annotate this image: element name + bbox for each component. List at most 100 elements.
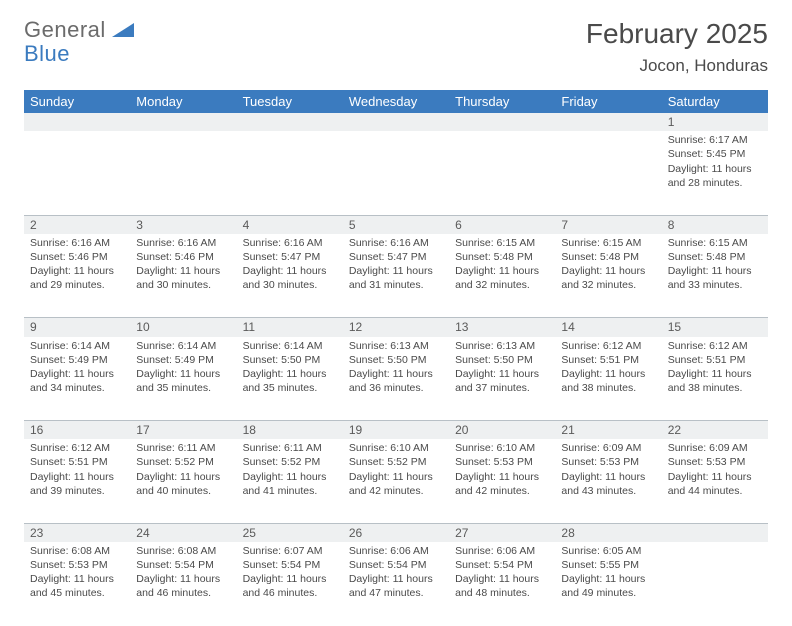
daylight-text: Daylight: 11 hours and 49 minutes.: [561, 572, 655, 600]
day-detail-row: Sunrise: 6:17 AM Sunset: 5:45 PM Dayligh…: [24, 131, 768, 215]
sunrise-text: Sunrise: 6:14 AM: [30, 339, 124, 353]
day-cell-empty: [343, 131, 449, 215]
daynum-row: 23 24 25 26 27 28: [24, 523, 768, 542]
sunset-text: Sunset: 5:55 PM: [561, 558, 655, 572]
day-number: [662, 523, 768, 542]
day-cell: Sunrise: 6:06 AMSunset: 5:54 PMDaylight:…: [449, 542, 555, 626]
daylight-text: Daylight: 11 hours and 40 minutes.: [136, 470, 230, 498]
sunset-text: Sunset: 5:52 PM: [349, 455, 443, 469]
day-cell: Sunrise: 6:09 AMSunset: 5:53 PMDaylight:…: [662, 439, 768, 523]
sunrise-text: Sunrise: 6:11 AM: [136, 441, 230, 455]
logo: General Blue: [24, 18, 134, 66]
day-cell: Sunrise: 6:16 AMSunset: 5:47 PMDaylight:…: [237, 234, 343, 318]
day-number: 12: [343, 318, 449, 337]
sunrise-text: Sunrise: 6:09 AM: [668, 441, 762, 455]
day-cell: Sunrise: 6:06 AMSunset: 5:54 PMDaylight:…: [343, 542, 449, 626]
daylight-text: Daylight: 11 hours and 43 minutes.: [561, 470, 655, 498]
sunrise-text: Sunrise: 6:06 AM: [349, 544, 443, 558]
day-cell: Sunrise: 6:08 AMSunset: 5:54 PMDaylight:…: [130, 542, 236, 626]
daylight-text: Daylight: 11 hours and 29 minutes.: [30, 264, 124, 292]
day-cell-empty: [237, 131, 343, 215]
sunset-text: Sunset: 5:52 PM: [136, 455, 230, 469]
day-number: 3: [130, 215, 236, 234]
daylight-text: Daylight: 11 hours and 34 minutes.: [30, 367, 124, 395]
sunrise-text: Sunrise: 6:06 AM: [455, 544, 549, 558]
logo-word-1: General: [24, 17, 106, 42]
sunrise-text: Sunrise: 6:14 AM: [243, 339, 337, 353]
day-cell: Sunrise: 6:08 AMSunset: 5:53 PMDaylight:…: [24, 542, 130, 626]
daylight-text: Daylight: 11 hours and 46 minutes.: [136, 572, 230, 600]
sunrise-text: Sunrise: 6:10 AM: [349, 441, 443, 455]
sunset-text: Sunset: 5:53 PM: [561, 455, 655, 469]
sunset-text: Sunset: 5:50 PM: [243, 353, 337, 367]
day-number: [24, 113, 130, 131]
daylight-text: Daylight: 11 hours and 28 minutes.: [668, 162, 762, 190]
sunset-text: Sunset: 5:51 PM: [561, 353, 655, 367]
daylight-text: Daylight: 11 hours and 32 minutes.: [561, 264, 655, 292]
sunset-text: Sunset: 5:54 PM: [136, 558, 230, 572]
weekday-heading: Saturday: [662, 90, 768, 113]
weekday-heading: Tuesday: [237, 90, 343, 113]
sunrise-text: Sunrise: 6:13 AM: [349, 339, 443, 353]
sunrise-text: Sunrise: 6:16 AM: [349, 236, 443, 250]
sunrise-text: Sunrise: 6:16 AM: [30, 236, 124, 250]
day-detail-row: Sunrise: 6:12 AMSunset: 5:51 PMDaylight:…: [24, 439, 768, 523]
day-number: 7: [555, 215, 661, 234]
daylight-text: Daylight: 11 hours and 39 minutes.: [30, 470, 124, 498]
day-number: 1: [662, 113, 768, 131]
day-number: 23: [24, 523, 130, 542]
day-number: 28: [555, 523, 661, 542]
day-detail-row: Sunrise: 6:16 AMSunset: 5:46 PMDaylight:…: [24, 234, 768, 318]
day-detail-row: Sunrise: 6:08 AM Sunset: 5:53 PM Daylight:…: [24, 542, 768, 626]
daylight-text: Daylight: 11 hours and 42 minutes.: [349, 470, 443, 498]
day-number: 20: [449, 421, 555, 440]
day-cell: Sunrise: 6:11 AMSunset: 5:52 PMDaylight:…: [237, 439, 343, 523]
day-number: 25: [237, 523, 343, 542]
sunrise-text: Sunrise: 6:07 AM: [243, 544, 337, 558]
daylight-text: Daylight: 11 hours and 38 minutes.: [561, 367, 655, 395]
daylight-text: Daylight: 11 hours and 32 minutes.: [455, 264, 549, 292]
day-number: [130, 113, 236, 131]
day-number: 9: [24, 318, 130, 337]
day-number: 4: [237, 215, 343, 234]
location: Jocon, Honduras: [586, 56, 768, 76]
day-number: 6: [449, 215, 555, 234]
sunrise-text: Sunrise: 6:08 AM: [136, 544, 230, 558]
sunrise-text: Sunrise: 6:11 AM: [243, 441, 337, 455]
sunset-text: Sunset: 5:47 PM: [349, 250, 443, 264]
sunset-text: Sunset: 5:54 PM: [455, 558, 549, 572]
sunset-text: Sunset: 5:46 PM: [136, 250, 230, 264]
daylight-text: Daylight: 11 hours and 37 minutes.: [455, 367, 549, 395]
calendar-header-row: Sunday Monday Tuesday Wednesday Thursday…: [24, 90, 768, 113]
daylight-text: Daylight: 11 hours and 33 minutes.: [668, 264, 762, 292]
sunrise-text: Sunrise: 6:05 AM: [561, 544, 655, 558]
day-number: 5: [343, 215, 449, 234]
weekday-heading: Sunday: [24, 90, 130, 113]
sunset-text: Sunset: 5:50 PM: [455, 353, 549, 367]
day-number: 18: [237, 421, 343, 440]
day-cell-empty: [130, 131, 236, 215]
daylight-text: Daylight: 11 hours and 35 minutes.: [243, 367, 337, 395]
day-cell-empty: [662, 542, 768, 626]
day-cell: Sunrise: 6:13 AMSunset: 5:50 PMDaylight:…: [343, 337, 449, 421]
header: General Blue February 2025 Jocon, Hondur…: [24, 18, 768, 76]
day-cell: Sunrise: 6:12 AMSunset: 5:51 PMDaylight:…: [24, 439, 130, 523]
daylight-text: Daylight: 11 hours and 30 minutes.: [243, 264, 337, 292]
sunset-text: Sunset: 5:46 PM: [30, 250, 124, 264]
day-cell: Sunrise: 6:16 AMSunset: 5:46 PMDaylight:…: [130, 234, 236, 318]
weekday-heading: Wednesday: [343, 90, 449, 113]
sunset-text: Sunset: 5:53 PM: [30, 558, 124, 572]
sunset-text: Sunset: 5:52 PM: [243, 455, 337, 469]
sunset-text: Sunset: 5:48 PM: [561, 250, 655, 264]
sunrise-text: Sunrise: 6:13 AM: [455, 339, 549, 353]
day-cell: Sunrise: 6:12 AMSunset: 5:51 PMDaylight:…: [555, 337, 661, 421]
title-block: February 2025 Jocon, Honduras: [586, 18, 768, 76]
daynum-row: 9 10 11 12 13 14 15: [24, 318, 768, 337]
day-number: 11: [237, 318, 343, 337]
weekday-heading: Friday: [555, 90, 661, 113]
day-number: [343, 113, 449, 131]
day-detail-row: Sunrise: 6:14 AMSunset: 5:49 PMDaylight:…: [24, 337, 768, 421]
day-number: 13: [449, 318, 555, 337]
day-number: 15: [662, 318, 768, 337]
sunrise-text: Sunrise: 6:10 AM: [455, 441, 549, 455]
